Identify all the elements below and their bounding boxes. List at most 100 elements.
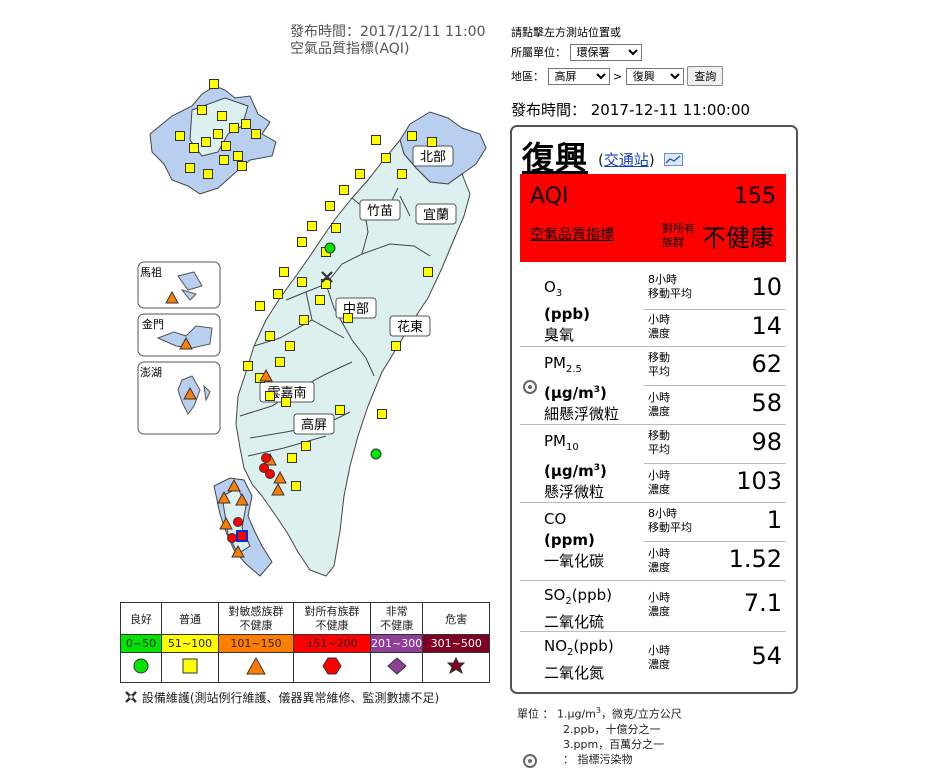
station-markers[interactable] xyxy=(165,79,437,558)
pollutant-pm10: PM10 (μg/m3) 懸浮微粒 移動 平均 98 小時 濃度 103 xyxy=(520,425,786,503)
station-marker[interactable] xyxy=(189,143,199,153)
station-marker[interactable] xyxy=(241,119,251,129)
station-marker[interactable] xyxy=(219,516,233,530)
maintenance-marker[interactable] xyxy=(321,271,333,283)
station-marker[interactable] xyxy=(233,517,243,527)
aqi-subtitle[interactable]: 空氣品質指標 xyxy=(530,227,614,243)
station-marker[interactable] xyxy=(297,237,307,247)
query-button[interactable]: 查詢 xyxy=(687,66,724,86)
legend-name-usg: 對敏感族群 不健康 xyxy=(218,602,294,635)
station-marker[interactable] xyxy=(297,277,307,287)
station-marker[interactable] xyxy=(370,448,382,460)
station-marker[interactable] xyxy=(377,409,387,419)
station-marker[interactable] xyxy=(397,169,407,179)
station-marker[interactable] xyxy=(237,161,247,171)
taiwan-map[interactable]: 北部 竹苗 宜蘭 中部 花東 雲嘉南 高屏 馬祖 金門 澎湖 xyxy=(130,76,505,601)
station-marker[interactable] xyxy=(273,289,283,299)
region-label-zhumiao[interactable]: 竹苗 xyxy=(367,204,393,219)
station-marker[interactable] xyxy=(307,221,317,231)
station-marker[interactable] xyxy=(339,185,349,195)
key-pollutant-icon xyxy=(523,380,537,394)
station-marker[interactable] xyxy=(255,301,265,311)
station-marker[interactable] xyxy=(423,267,433,277)
station-marker[interactable] xyxy=(185,163,195,173)
station-marker[interactable] xyxy=(331,223,341,233)
pm25-hour-label: 小時 濃度 xyxy=(648,391,670,418)
station-name[interactable]: 復興 xyxy=(522,139,589,177)
area-label: 地區： xyxy=(511,70,544,83)
station-marker[interactable] xyxy=(261,453,271,463)
station-marker[interactable] xyxy=(315,295,325,305)
station-marker[interactable] xyxy=(259,368,273,382)
station-marker[interactable] xyxy=(343,313,353,323)
station-marker[interactable] xyxy=(201,137,211,147)
legend-circle-icon xyxy=(120,652,162,683)
area-select[interactable]: 高屏 xyxy=(547,68,610,85)
station-marker[interactable] xyxy=(275,357,285,367)
station-marker[interactable] xyxy=(299,315,309,325)
region-label-yilan[interactable]: 宜蘭 xyxy=(423,207,449,223)
station-marker[interactable] xyxy=(407,131,417,141)
agency-select[interactable]: 環保署 xyxy=(569,44,642,61)
station-marker[interactable] xyxy=(265,331,275,341)
station-marker[interactable] xyxy=(197,105,207,115)
station-marker[interactable] xyxy=(165,290,179,304)
station-marker[interactable] xyxy=(355,169,365,179)
aqi-status-small: 對所有 族群 xyxy=(662,222,695,249)
station-marker[interactable] xyxy=(227,478,241,492)
region-label-north[interactable]: 北部 xyxy=(420,150,446,165)
station-marker[interactable] xyxy=(259,463,269,473)
station-marker[interactable] xyxy=(231,544,245,558)
pollutant-pm10-name: PM10 (μg/m3) 懸浮微粒 xyxy=(544,432,607,501)
so2-hour-label: 小時 濃度 xyxy=(648,591,670,618)
station-marker[interactable] xyxy=(273,470,287,484)
area-row: 地區： 高屏 > 復興 查詢 xyxy=(511,66,724,86)
station-marker[interactable] xyxy=(335,405,345,415)
station-marker[interactable] xyxy=(203,169,213,179)
station-marker[interactable] xyxy=(391,341,401,351)
station-marker[interactable] xyxy=(271,482,285,496)
station-marker[interactable] xyxy=(243,361,253,371)
station-marker[interactable] xyxy=(175,131,185,141)
region-label-yunjianan[interactable]: 雲嘉南 xyxy=(267,385,306,401)
station-marker[interactable] xyxy=(427,137,437,147)
station-marker[interactable] xyxy=(233,151,243,161)
station-marker[interactable] xyxy=(251,129,261,139)
station-marker[interactable] xyxy=(221,141,231,151)
station-marker[interactable] xyxy=(209,79,219,89)
pollutant-no2: NO2(ppb) 二氧化氮 小時 濃度 54 xyxy=(520,632,786,684)
station-marker[interactable] xyxy=(285,341,295,351)
station-marker[interactable] xyxy=(265,469,275,479)
station-marker[interactable] xyxy=(183,386,197,400)
station-marker[interactable] xyxy=(325,201,335,211)
station-marker[interactable] xyxy=(291,481,301,491)
pollutant-o3: O3 (ppb) 臭氧 8小時 移動平均 10 小時 濃度 14 xyxy=(520,269,786,347)
aqi-status: 不健康 xyxy=(702,224,774,252)
aqi-legend: 良好 普通 對敏感族群 不健康 對所有族群 不健康 非常 不健康 危害 0~50 51… xyxy=(120,602,491,683)
station-marker[interactable] xyxy=(324,242,336,254)
station-type-link[interactable]: 交通站 xyxy=(603,151,649,169)
station-marker[interactable] xyxy=(287,453,297,463)
chart-icon[interactable] xyxy=(663,153,684,167)
station-marker[interactable] xyxy=(213,129,223,139)
station-marker[interactable] xyxy=(371,135,381,145)
station-marker[interactable] xyxy=(381,153,391,163)
station-marker[interactable] xyxy=(227,533,237,543)
pm25-avg-label: 移動 平均 xyxy=(648,351,670,378)
hint-text: 請點擊左方測站位置或 xyxy=(511,26,621,39)
station-marker[interactable] xyxy=(217,111,227,121)
station-marker[interactable] xyxy=(281,397,291,407)
station-select[interactable]: 復興 xyxy=(625,68,684,85)
station-marker[interactable] xyxy=(279,267,289,277)
region-label-huadong[interactable]: 花東 xyxy=(397,319,423,335)
station-marker[interactable] xyxy=(301,441,311,451)
station-marker[interactable] xyxy=(229,123,239,133)
station-marker[interactable] xyxy=(265,391,275,401)
station-marker[interactable] xyxy=(219,155,229,165)
station-marker[interactable] xyxy=(179,336,193,350)
selected-station-marker[interactable] xyxy=(236,530,248,542)
station-marker[interactable] xyxy=(217,490,231,504)
area-arrow: > xyxy=(613,70,623,83)
station-marker[interactable] xyxy=(235,492,249,506)
region-label-gaoping[interactable]: 高屏 xyxy=(301,417,327,433)
